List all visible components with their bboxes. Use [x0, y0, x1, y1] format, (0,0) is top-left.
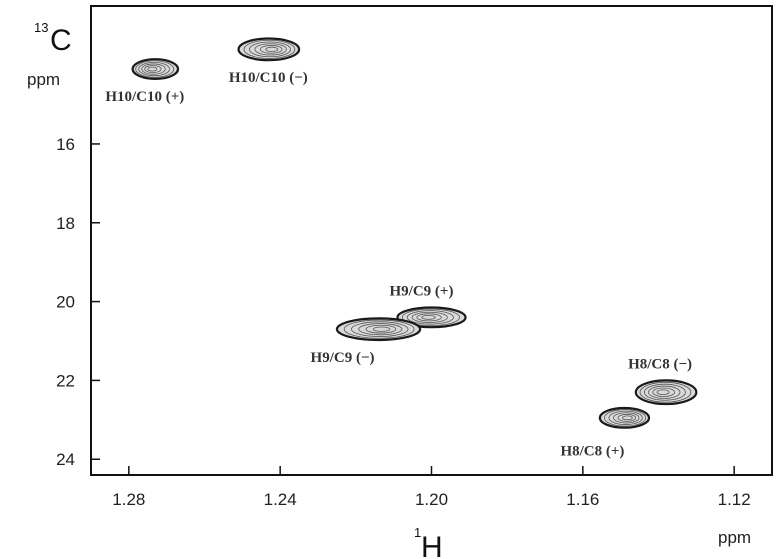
x-tick-label: 1.16 [566, 490, 599, 509]
x-axis-unit: ppm [718, 528, 751, 547]
y-axis-ticks: 16 18 20 22 24 [56, 135, 100, 469]
y-tick-label: 16 [56, 135, 75, 154]
y-axis-unit: ppm [27, 70, 60, 89]
x-tick-label: 1.24 [264, 490, 297, 509]
peak-label: H10/C10 (+) [105, 89, 184, 105]
peak-label: H9/C9 (−) [311, 350, 375, 366]
peak-contour [396, 306, 467, 329]
peak-contour [335, 317, 422, 342]
peak-contour [131, 58, 180, 81]
x-tick-label: 1.20 [415, 490, 448, 509]
y-axis-nucleus-mass: 13 [34, 20, 48, 35]
x-axis-ticks: 1.28 1.24 1.20 1.16 1.12 [112, 466, 751, 509]
peak-labels-layer: H10/C10 (+) H10/C10 (−) H9/C9 (+) H9/C9 (−)… [105, 70, 692, 460]
peak-contour [237, 37, 301, 62]
y-tick-label: 22 [56, 371, 75, 390]
peaks-layer [131, 37, 698, 429]
y-tick-label: 18 [56, 214, 75, 233]
peak-contour [598, 406, 651, 429]
y-axis-nucleus-symbol: C [50, 24, 72, 57]
x-axis-nucleus-mass: 1 [414, 525, 421, 540]
peak-label: H8/C8 (+) [560, 444, 624, 460]
x-tick-label: 1.28 [112, 490, 145, 509]
y-tick-label: 20 [56, 293, 75, 312]
x-axis-nucleus-symbol: H [421, 531, 443, 559]
peak-label: H10/C10 (−) [229, 70, 308, 86]
y-tick-label: 24 [56, 450, 75, 469]
peak-contour [634, 379, 698, 406]
x-tick-label: 1.12 [718, 490, 751, 509]
peak-label: H9/C9 (+) [390, 284, 454, 300]
peak-label: H8/C8 (−) [628, 356, 692, 372]
